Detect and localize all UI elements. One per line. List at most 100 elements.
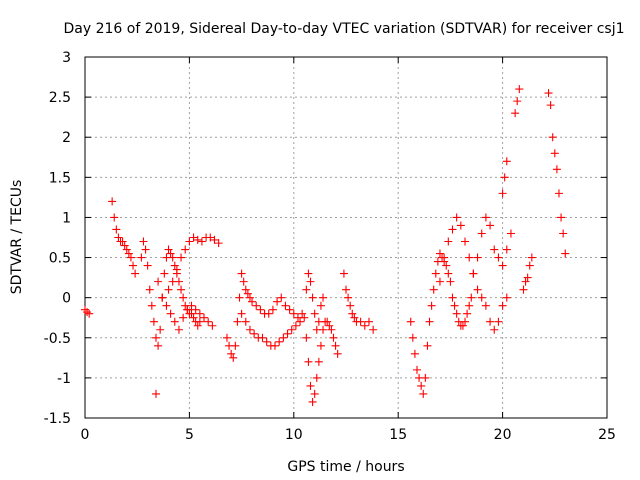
- data-point: [185, 237, 194, 246]
- data-point: [160, 269, 169, 278]
- data-point: [129, 261, 138, 270]
- data-point: [149, 317, 158, 326]
- data-point: [162, 301, 171, 310]
- data-point: [187, 309, 196, 318]
- data-point: [245, 325, 254, 334]
- data-point: [448, 225, 457, 234]
- data-point: [448, 293, 457, 302]
- y-axis-label: SDTVAR / TECUs: [9, 180, 25, 295]
- data-point: [561, 249, 570, 258]
- data-point: [147, 301, 156, 310]
- grid: [85, 57, 607, 418]
- data-point: [333, 349, 342, 358]
- data-point: [289, 309, 298, 318]
- data-point: [177, 285, 186, 294]
- data-point: [511, 109, 520, 118]
- data-point: [114, 233, 123, 242]
- data-point: [406, 317, 415, 326]
- y-tick-label: -1.5: [44, 411, 71, 427]
- data-point: [348, 309, 357, 318]
- data-point: [177, 253, 186, 262]
- data-point: [310, 389, 319, 398]
- data-point: [241, 285, 250, 294]
- data-point: [339, 269, 348, 278]
- data-point: [302, 285, 311, 294]
- data-point: [548, 133, 557, 142]
- x-tick-label: 10: [285, 427, 303, 443]
- data-point: [527, 253, 536, 262]
- data-point: [490, 245, 499, 254]
- data-point: [308, 293, 317, 302]
- data-point: [181, 245, 190, 254]
- data-point: [195, 317, 204, 326]
- x-axis-label: GPS time / hours: [287, 459, 404, 475]
- data-point: [331, 341, 340, 350]
- y-tick-label: 3: [62, 50, 71, 66]
- data-point: [197, 237, 206, 246]
- data-point: [200, 313, 209, 322]
- data-point: [291, 321, 300, 330]
- data-point: [319, 293, 328, 302]
- data-point: [137, 253, 146, 262]
- y-tick-label: 2: [62, 130, 71, 146]
- data-point: [423, 341, 432, 350]
- data-point: [287, 325, 296, 334]
- data-point: [139, 237, 148, 246]
- data-point: [122, 245, 131, 254]
- data-point: [444, 269, 453, 278]
- data-point: [521, 277, 530, 286]
- data-point: [500, 173, 509, 182]
- y-tick-label: 1: [62, 210, 71, 226]
- data-point: [356, 317, 365, 326]
- data-point: [346, 301, 355, 310]
- data-point: [214, 239, 223, 248]
- data-point: [461, 237, 470, 246]
- y-axis: -1.5 -1 -0.5 0 0.5 1 1.5 2 2.5 3: [44, 50, 607, 427]
- data-point: [302, 333, 311, 342]
- data-point: [189, 233, 198, 242]
- data-point: [183, 305, 192, 314]
- data-point: [174, 325, 183, 334]
- data-point: [227, 349, 236, 358]
- data-point: [425, 317, 434, 326]
- data-point: [559, 229, 568, 238]
- data-point: [477, 293, 486, 302]
- data-point: [252, 301, 261, 310]
- data-point: [458, 321, 467, 330]
- data-point: [469, 269, 478, 278]
- data-point: [131, 269, 140, 278]
- data-point: [515, 85, 524, 94]
- data-point: [444, 237, 453, 246]
- data-point: [166, 249, 175, 258]
- data-point: [450, 301, 459, 310]
- data-point: [258, 333, 267, 342]
- y-tick-label: 0: [62, 291, 71, 307]
- data-point: [277, 293, 286, 302]
- data-point: [204, 317, 213, 326]
- data-point: [442, 261, 451, 270]
- data-point: [304, 269, 313, 278]
- data-point: [189, 313, 198, 322]
- data-point: [544, 89, 553, 98]
- data-point: [210, 235, 219, 244]
- data-point: [145, 285, 154, 294]
- data-point: [118, 237, 127, 246]
- data-point: [314, 357, 323, 366]
- data-point: [554, 189, 563, 198]
- data-point: [300, 313, 309, 322]
- data-point: [222, 333, 231, 342]
- data-point: [452, 309, 461, 318]
- data-point: [502, 157, 511, 166]
- data-point: [187, 301, 196, 310]
- data-point: [151, 333, 160, 342]
- data-point: [154, 277, 163, 286]
- data-point: [229, 353, 238, 362]
- data-point: [523, 273, 532, 282]
- data-point: [156, 325, 165, 334]
- data-point: [431, 269, 440, 278]
- data-point: [166, 309, 175, 318]
- data-point: [170, 261, 179, 270]
- data-point: [513, 97, 522, 106]
- x-tick-label: 0: [81, 427, 90, 443]
